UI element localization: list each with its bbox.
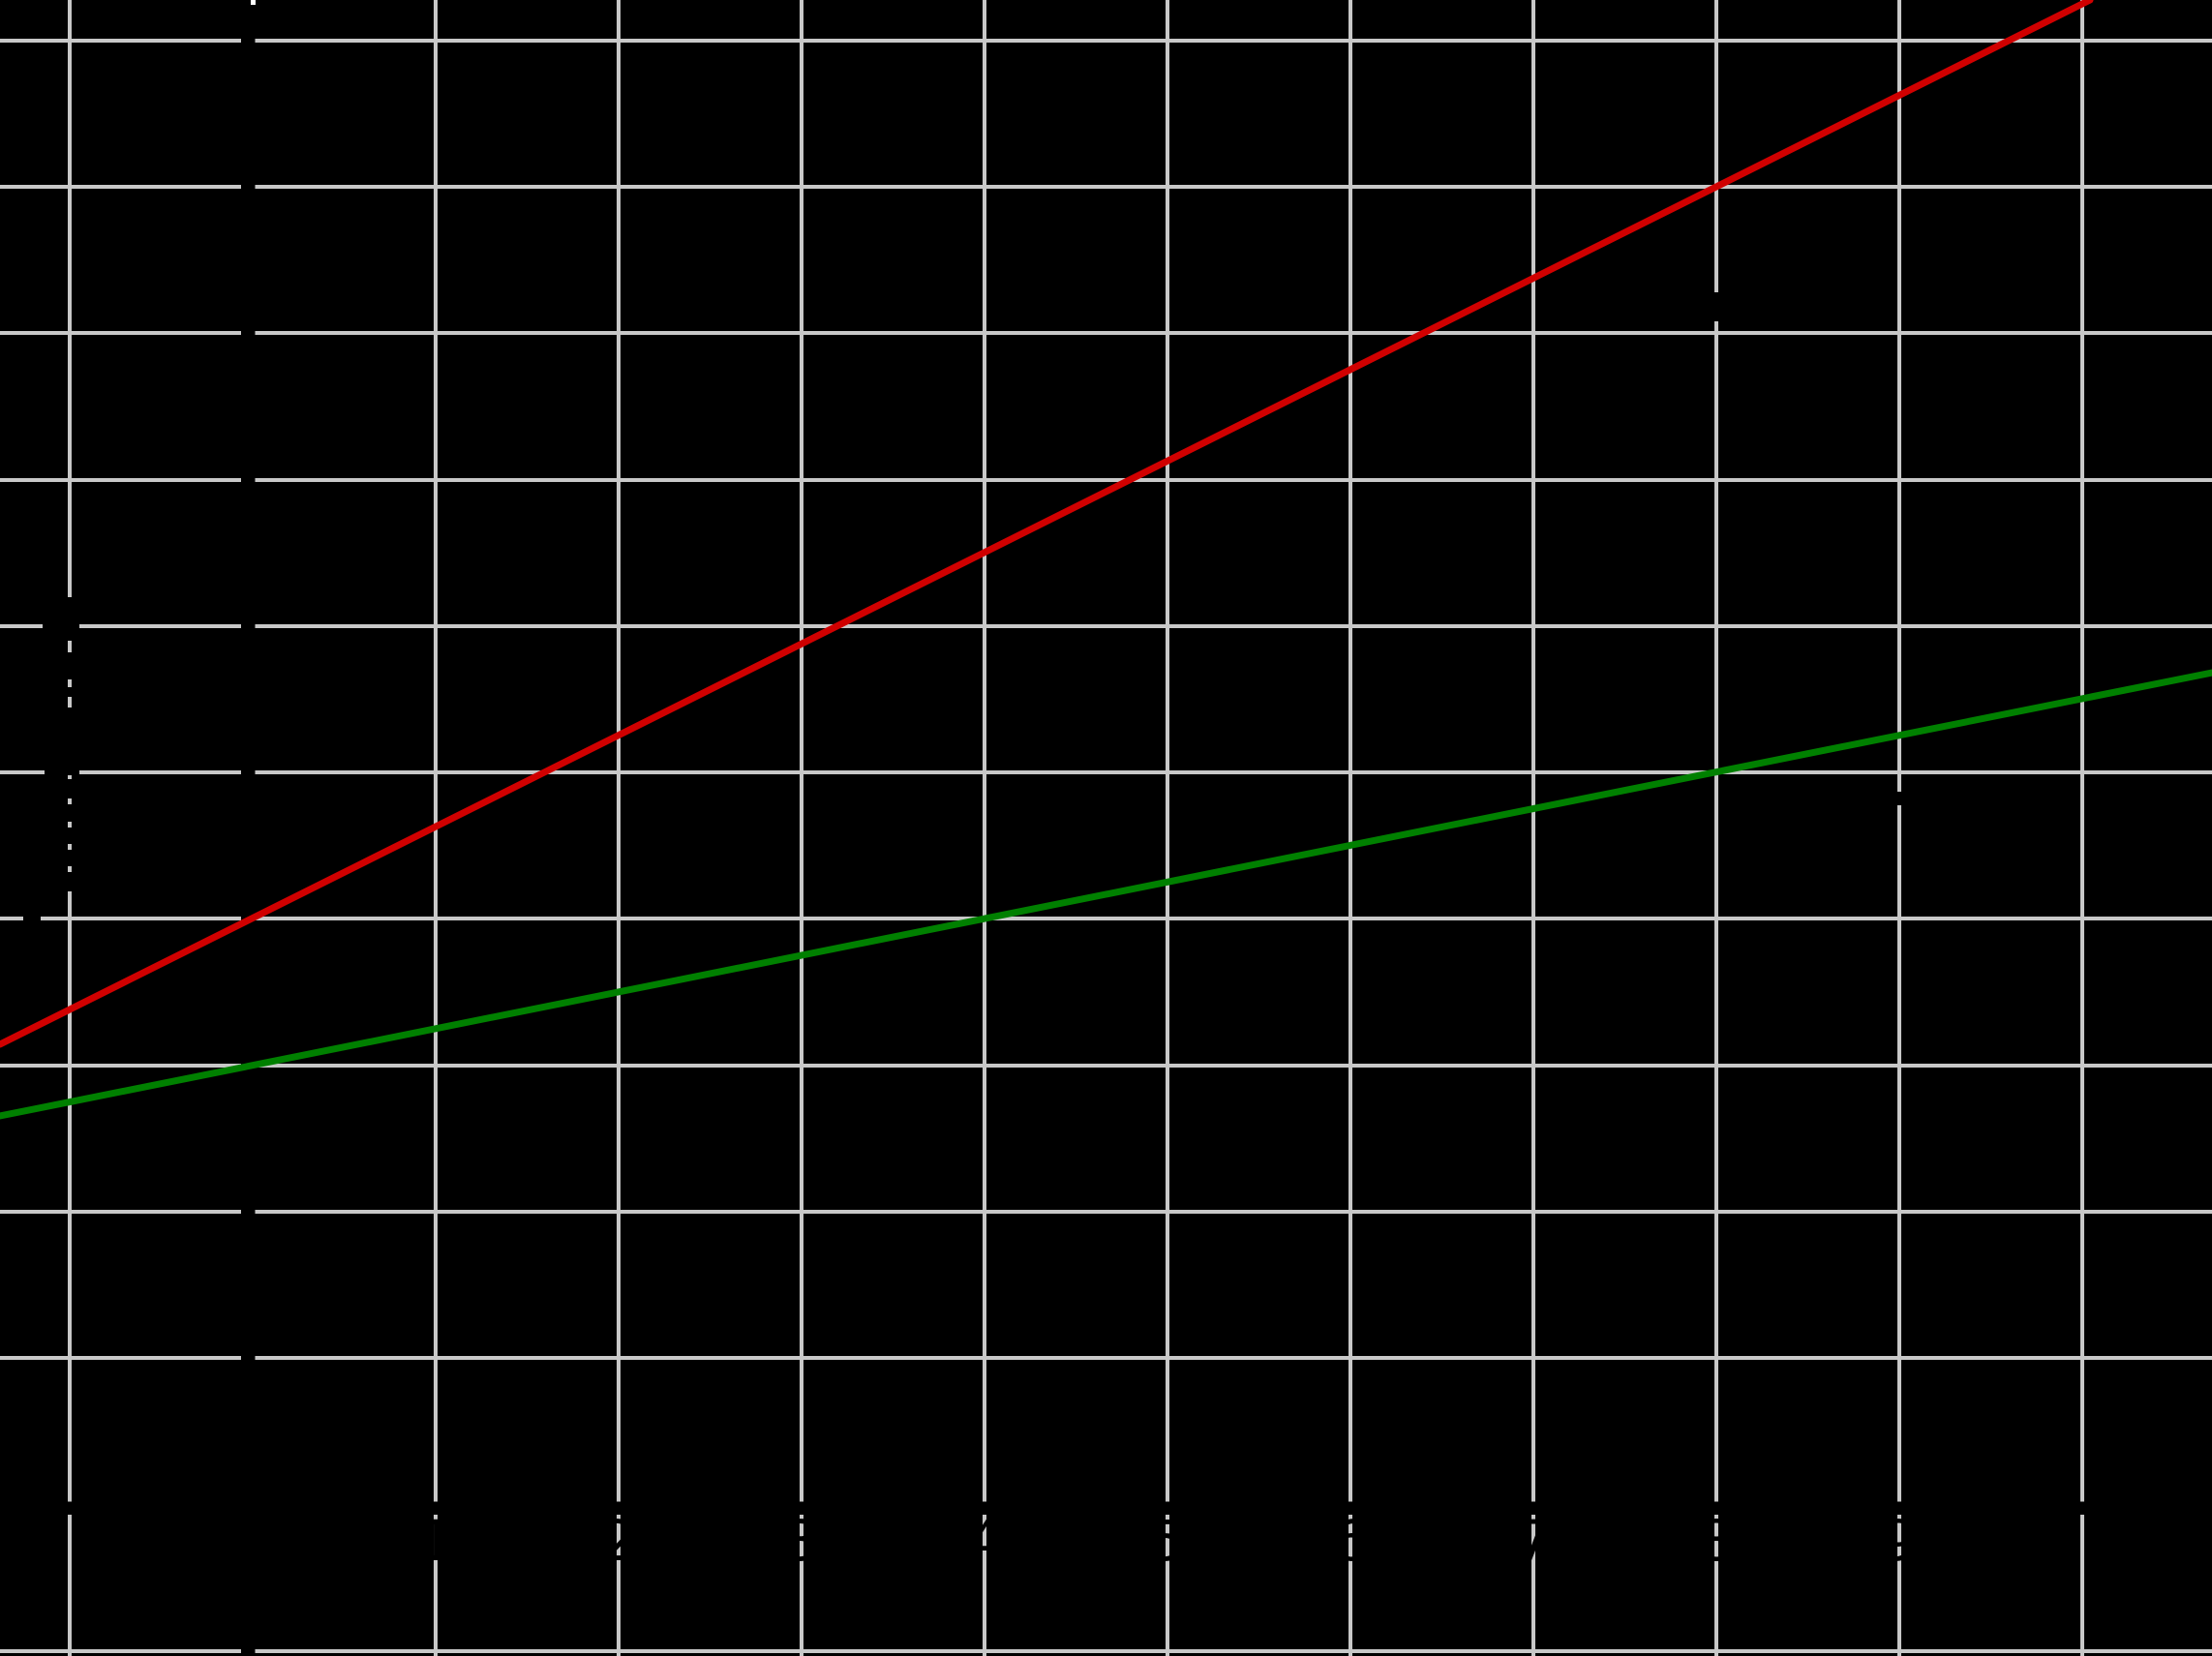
y-axis-title-fragment	[45, 754, 79, 775]
x-tick-label: 3	[784, 1508, 820, 1574]
y-axis-title-fragment	[23, 901, 41, 920]
series-layer	[0, 0, 2212, 1120]
x-tick-label: 10	[2046, 1508, 2118, 1574]
y-axis-title-fragment	[56, 872, 76, 891]
label-fragments-layer	[23, 292, 1926, 920]
y-axis-title-fragment	[43, 597, 79, 629]
green-line-label-fragment	[1876, 792, 1926, 805]
x-tick-label: 1	[418, 1508, 454, 1574]
y-axis-title-fragment	[56, 652, 77, 679]
x-tick-label: 6	[1333, 1508, 1369, 1574]
x-tick-label: 7	[1516, 1508, 1552, 1574]
axis-labels-layer: 1 2 3 4 5 6 7 8 9 10	[418, 1508, 2118, 1574]
green-line	[0, 669, 2212, 1120]
axis-arrow-dot	[251, 0, 256, 5]
x-tick-label: 8	[1699, 1508, 1735, 1574]
x-tick-label: 5	[1150, 1508, 1186, 1574]
y-axis-title-fragment	[56, 779, 77, 798]
y-axis-title-fragment	[58, 687, 77, 697]
y-axis-title-fragment	[58, 708, 77, 754]
x-tick-label: 9	[1882, 1508, 1918, 1574]
y-axis-title-fragment	[56, 828, 77, 844]
y-axis-title-fragment	[56, 850, 77, 866]
x-tick-label: 4	[967, 1508, 1003, 1574]
x-tick-label: 2	[601, 1508, 637, 1574]
red-line	[0, 0, 2094, 1048]
y-axis-title-fragment	[56, 804, 77, 822]
red-line-label-fragment	[1700, 292, 1731, 321]
y-axis-title-fragment	[58, 629, 77, 641]
